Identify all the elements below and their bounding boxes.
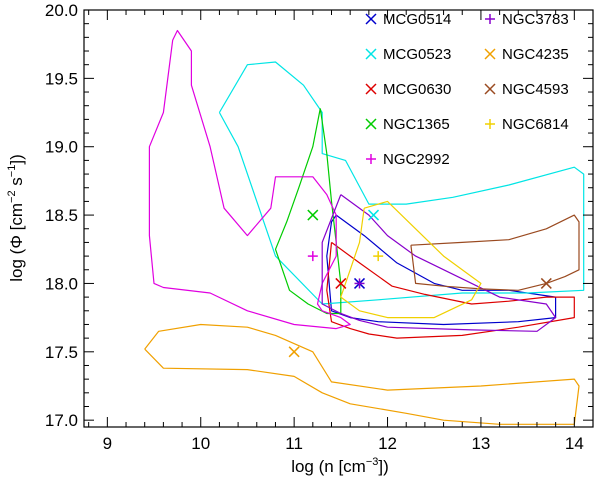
legend-item-ngc3783: NGC3783 <box>485 11 569 28</box>
legend: MCG0514 MCG0523 MCG0630 NGC1365 NGC2992 NGC37… <box>365 11 569 168</box>
x-tick-label: 11 <box>285 434 303 453</box>
contour-mcg0514 <box>326 214 557 326</box>
legend-marker <box>365 48 377 60</box>
contour-ngc2992 <box>148 29 351 330</box>
legend-marker <box>485 119 495 129</box>
x-axis-title: log (n [cm−3]) <box>291 456 389 476</box>
marker-layer <box>288 209 552 358</box>
legend-marker <box>365 118 377 130</box>
legend-item-mcg0630: MCG0630 <box>365 81 451 98</box>
legend-item-ngc4235: NGC4235 <box>484 46 569 63</box>
y-tick-label: 18.0 <box>45 274 78 293</box>
marker-mcg0523 <box>367 209 380 221</box>
y-tick-label: 19.5 <box>45 69 78 88</box>
legend-marker <box>484 48 496 60</box>
legend-label: NGC4235 <box>502 46 569 63</box>
legend-label: NGC3783 <box>502 11 569 28</box>
y-tick-label: 17.0 <box>45 411 78 430</box>
contour-ngc4593 <box>410 214 580 291</box>
legend-item-ngc1365: NGC1365 <box>365 116 450 133</box>
marker-ngc2992 <box>307 251 318 262</box>
x-tick-label: 10 <box>191 434 210 453</box>
legend-item-ngc2992: NGC2992 <box>366 151 450 168</box>
contour-ngc3783 <box>321 194 557 332</box>
tick-label-layer: 9 10 11 12 13 14 17.0 17.5 18.0 18.5 19.0 19.5 20.0 <box>45 1 584 453</box>
legend-marker <box>366 154 376 164</box>
marker-ngc4235 <box>288 346 300 358</box>
x-tick-label: 13 <box>471 434 490 453</box>
legend-label: MCG0630 <box>383 81 451 98</box>
marker-ngc6814 <box>373 251 384 262</box>
legend-label: MCG0514 <box>383 11 451 28</box>
tick-layer <box>84 9 594 427</box>
y-tick-label: 17.5 <box>45 343 78 362</box>
plot-frame <box>83 9 594 428</box>
legend-label: MCG0523 <box>383 46 451 63</box>
x-tick-label: 12 <box>378 434 397 453</box>
legend-item-mcg0523: MCG0523 <box>365 46 451 63</box>
marker-mcg0630 <box>335 277 347 289</box>
legend-marker <box>484 83 496 95</box>
legend-label: NGC4593 <box>502 81 569 98</box>
y-tick-label: 18.5 <box>45 206 78 225</box>
contour-ngc4235 <box>144 323 580 425</box>
legend-marker <box>365 13 377 25</box>
legend-label: NGC2992 <box>383 151 450 168</box>
marker-ngc4593 <box>540 277 552 289</box>
contour-ngc1365 <box>274 108 342 315</box>
y-tick-label: 19.0 <box>45 138 78 157</box>
legend-item-ngc4593: NGC4593 <box>484 81 569 98</box>
marker-ngc1365 <box>307 209 319 221</box>
legend-label: NGC6814 <box>502 116 569 133</box>
legend-item-ngc6814: NGC6814 <box>485 116 569 133</box>
y-axis-title: log (Φ [cm−2 s−1]) <box>6 154 26 281</box>
marker-ngc3783 <box>354 278 365 289</box>
legend-label: NGC1365 <box>383 116 450 133</box>
y-tick-label: 20.0 <box>45 1 78 20</box>
x-tick-label: 14 <box>565 434 584 453</box>
contour-layer <box>144 29 585 425</box>
legend-marker <box>485 14 495 24</box>
contour-ngc6814 <box>340 200 482 319</box>
x-tick-label: 9 <box>103 434 112 453</box>
legend-marker <box>365 83 377 95</box>
legend-item-mcg0514: MCG0514 <box>365 11 451 28</box>
contour-mcg0523 <box>218 61 585 305</box>
